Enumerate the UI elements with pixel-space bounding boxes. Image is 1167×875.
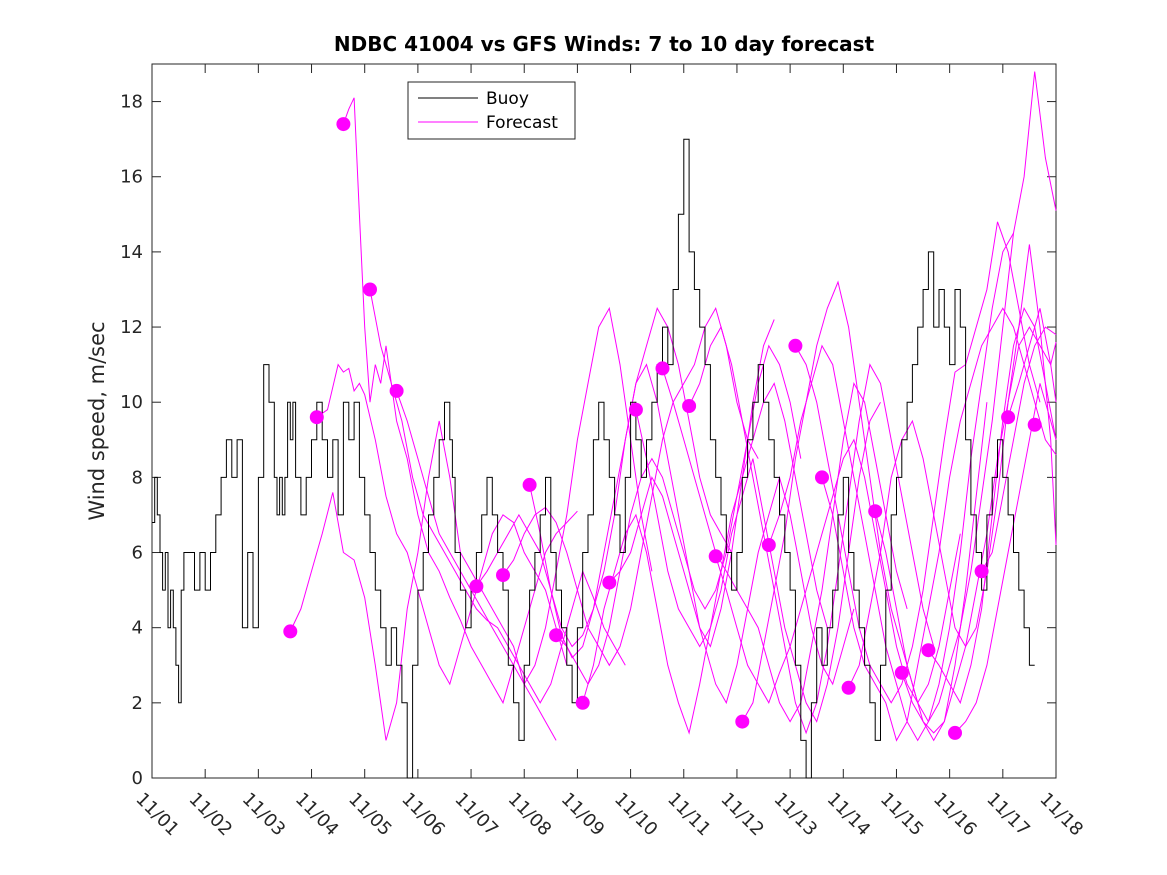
- forecast-line-run15: [715, 438, 961, 704]
- legend: Buoy Forecast: [407, 81, 576, 140]
- forecast-line-run25: [981, 326, 1057, 572]
- forecast-point: [283, 624, 298, 639]
- forecast-line-run8: [529, 319, 775, 659]
- forecast-point: [921, 643, 936, 658]
- forecast-initial-points: [283, 117, 1042, 740]
- forecast-point: [336, 117, 351, 132]
- forecast-line-run9: [555, 344, 802, 686]
- forecast-line-run24: [954, 383, 1057, 734]
- forecast-line-run10: [582, 382, 828, 735]
- forecast-line-run18: [794, 221, 1041, 704]
- forecast-line-run12: [635, 401, 881, 723]
- forecast-point: [309, 410, 324, 425]
- legend-forecast-label: Forecast: [486, 113, 558, 133]
- forecast-point: [894, 665, 909, 680]
- forecast-line-run20: [848, 244, 1057, 689]
- y-tick-label: 14: [120, 242, 143, 263]
- forecast-point: [389, 383, 404, 398]
- y-tick-label: 6: [132, 543, 143, 564]
- forecast-point: [948, 725, 962, 740]
- legend-buoy-label: Buoy: [486, 89, 529, 109]
- y-tick-label: 18: [120, 92, 143, 113]
- forecast-point: [522, 477, 537, 492]
- forecast-point: [841, 680, 856, 695]
- forecast-line-run13: [662, 368, 908, 723]
- forecast-point: [974, 564, 989, 579]
- y-tick-label: 12: [120, 317, 143, 338]
- forecast-line-run6: [475, 307, 733, 648]
- y-tick-label: 0: [132, 768, 143, 789]
- forecast-point: [628, 402, 643, 417]
- forecast-point: [1001, 410, 1016, 425]
- forecast-line-run11: [608, 475, 855, 705]
- y-tick-label: 2: [132, 693, 143, 714]
- forecast-point: [735, 714, 750, 729]
- forecast-point: [496, 568, 510, 583]
- forecast-point: [655, 361, 670, 376]
- forecast-line-run16: [741, 280, 988, 742]
- buoy-line: [152, 138, 1035, 779]
- y-tick-label: 4: [132, 618, 143, 639]
- forecast-point: [602, 575, 617, 590]
- forecast-line-run3: [342, 97, 578, 705]
- y-axis-label: Wind speed, m/sec: [85, 321, 109, 520]
- legend-box: [407, 81, 576, 140]
- forecast-point: [682, 399, 697, 413]
- y-tick-label: 16: [120, 167, 143, 188]
- chart-title: NDBC 41004 vs GFS Winds: 7 to 10 day for…: [334, 32, 875, 56]
- forecast-point: [868, 504, 883, 519]
- forecast-point: [788, 338, 803, 353]
- forecast-line-run26: [1007, 308, 1057, 418]
- forecast-point: [1027, 417, 1042, 432]
- forecast-point: [549, 628, 564, 643]
- forecast-line-run17: [768, 232, 1014, 742]
- forecast-point: [363, 282, 377, 297]
- forecast-line-run21: [874, 71, 1057, 723]
- y-tick-label: 10: [120, 392, 143, 413]
- forecast-point: [815, 470, 829, 485]
- y-tick-label: 8: [132, 467, 143, 488]
- forecast-point: [469, 579, 484, 594]
- y-axis: 0 2 4 6 8 10 12 14 16 18: [120, 92, 1056, 789]
- forecast-point: [708, 549, 723, 564]
- forecast-point: [761, 538, 776, 552]
- buoy-series: [152, 138, 1035, 779]
- forecast-point: [575, 695, 590, 710]
